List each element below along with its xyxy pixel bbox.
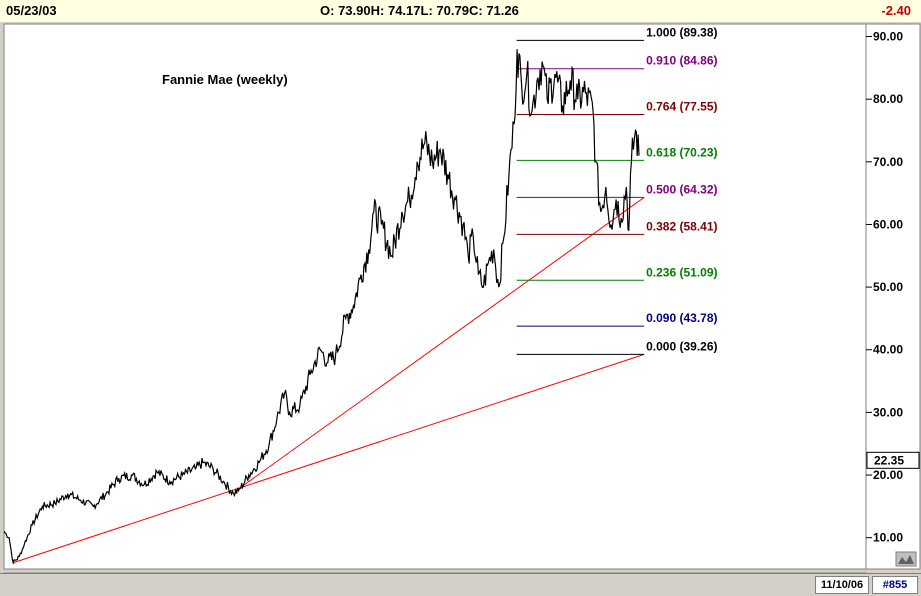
fib-level-label: 0.910 (84.86) xyxy=(646,54,717,68)
price-change: -2.40 xyxy=(881,3,911,18)
close-value: 71.26 xyxy=(486,3,519,18)
y-tick-label: 80.00 xyxy=(873,92,903,106)
y-tick-label: 90.00 xyxy=(873,30,903,44)
trendline-long xyxy=(13,353,645,564)
trendline-steep xyxy=(235,196,645,492)
fib-level-label: 0.382 (58.41) xyxy=(646,219,717,233)
current-value-marker: 22.35 xyxy=(866,451,920,469)
price-series-line xyxy=(3,49,640,565)
low-value: 70.79 xyxy=(436,3,469,18)
close-label: C: xyxy=(468,3,483,18)
open-label: O: xyxy=(320,3,335,18)
fib-level-label: 0.618 (70.23) xyxy=(646,145,717,159)
ohlc-values: O: 73.90 H: 74.17 L: 70.79 C: 71.26 xyxy=(320,3,519,18)
chart-title: Fannie Mae (weekly) xyxy=(162,72,288,87)
y-tick-label: 50.00 xyxy=(873,280,903,294)
fib-level-label: 0.764 (77.55) xyxy=(646,100,717,114)
high-value: 74.17 xyxy=(387,3,421,18)
fib-level-label: 0.090 (43.78) xyxy=(646,311,717,325)
y-tick-label: 20.00 xyxy=(873,468,903,482)
fib-level-label: 0.500 (64.32) xyxy=(646,182,717,196)
y-tick-label: 70.00 xyxy=(873,155,903,169)
y-axis: 90.00 80.00 70.00 60.00 50.00 40.00 30.00 20.00… xyxy=(866,30,903,545)
y-tick-label: 10.00 xyxy=(873,531,903,545)
quote-date: 05/23/03 xyxy=(6,3,57,18)
trend-lines xyxy=(13,196,645,564)
zoom-icon[interactable] xyxy=(895,551,917,567)
fib-level-label: 0.000 (39.26) xyxy=(646,339,717,353)
fib-level-label: 0.236 (51.09) xyxy=(646,265,717,279)
plot-area xyxy=(3,23,867,570)
status-date: 11/10/06 xyxy=(815,576,869,594)
current-value-box xyxy=(866,451,920,469)
y-tick-label: 40.00 xyxy=(873,343,903,357)
y-tick-label: 30.00 xyxy=(873,405,903,419)
fib-level-label: 1.000 (89.38) xyxy=(646,25,717,39)
status-bar: 11/10/06 #855 xyxy=(0,573,921,596)
current-value-label: 22.35 xyxy=(874,453,904,467)
chart-area[interactable]: 1.000 (89.38) 0.910 (84.86) 0.764 (77.55) 0… xyxy=(0,22,921,573)
high-label: H: xyxy=(370,3,385,18)
y-axis-panel xyxy=(865,23,921,570)
y-tick-label: 60.00 xyxy=(873,217,903,231)
quote-bar: 05/23/03 O: 73.90 H: 74.17 L: 70.79 C: 71.2… xyxy=(0,0,921,23)
open-value: 73.90 xyxy=(338,3,371,18)
fibonacci-levels: 1.000 (89.38) 0.910 (84.86) 0.764 (77.55) 0… xyxy=(516,25,718,355)
chart-id: #855 xyxy=(872,576,918,594)
low-label: L: xyxy=(420,3,433,18)
